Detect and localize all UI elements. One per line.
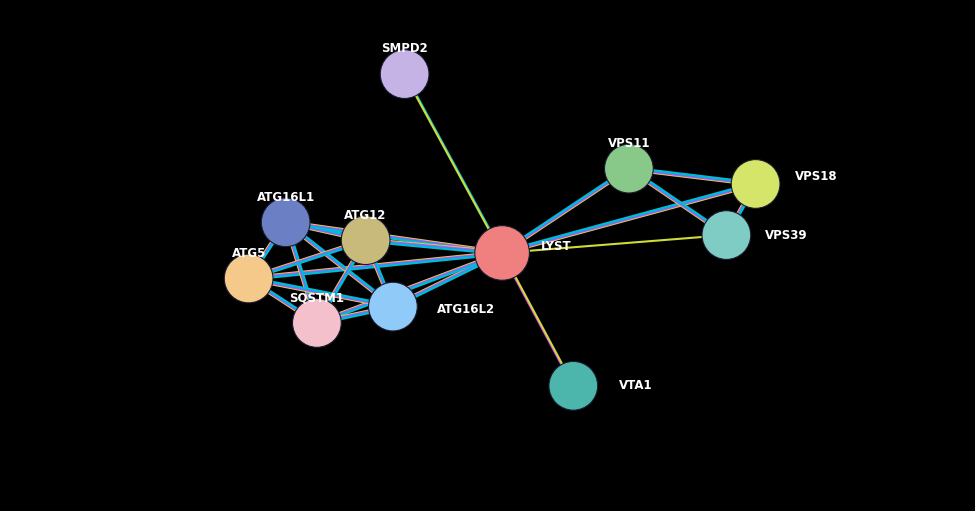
Text: ATG16L2: ATG16L2	[437, 303, 495, 316]
Ellipse shape	[369, 282, 417, 331]
Text: VPS39: VPS39	[765, 228, 808, 242]
Text: LYST: LYST	[541, 240, 571, 253]
Text: SQSTM1: SQSTM1	[290, 292, 344, 305]
Ellipse shape	[224, 254, 273, 303]
Text: ATG16L1: ATG16L1	[256, 191, 315, 204]
Ellipse shape	[341, 216, 390, 265]
Text: ATG12: ATG12	[344, 209, 387, 222]
Ellipse shape	[604, 144, 653, 193]
Text: VPS18: VPS18	[795, 170, 838, 183]
Ellipse shape	[731, 159, 780, 208]
Ellipse shape	[475, 226, 529, 280]
Text: VPS11: VPS11	[607, 137, 650, 150]
Ellipse shape	[549, 361, 598, 410]
Ellipse shape	[292, 298, 341, 347]
Text: VTA1: VTA1	[619, 379, 652, 392]
Ellipse shape	[702, 211, 751, 260]
Ellipse shape	[380, 50, 429, 99]
Text: ATG5: ATG5	[231, 247, 266, 260]
Text: SMPD2: SMPD2	[381, 42, 428, 55]
Ellipse shape	[261, 198, 310, 247]
